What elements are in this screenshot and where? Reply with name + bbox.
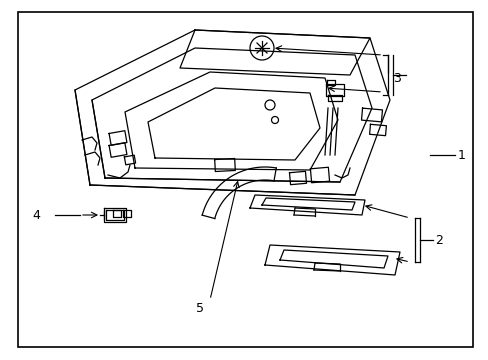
Text: 5: 5 <box>196 302 203 315</box>
Text: 3: 3 <box>392 72 400 85</box>
Text: 2: 2 <box>434 234 442 247</box>
Text: 1: 1 <box>457 149 465 162</box>
Text: 4: 4 <box>32 208 40 221</box>
